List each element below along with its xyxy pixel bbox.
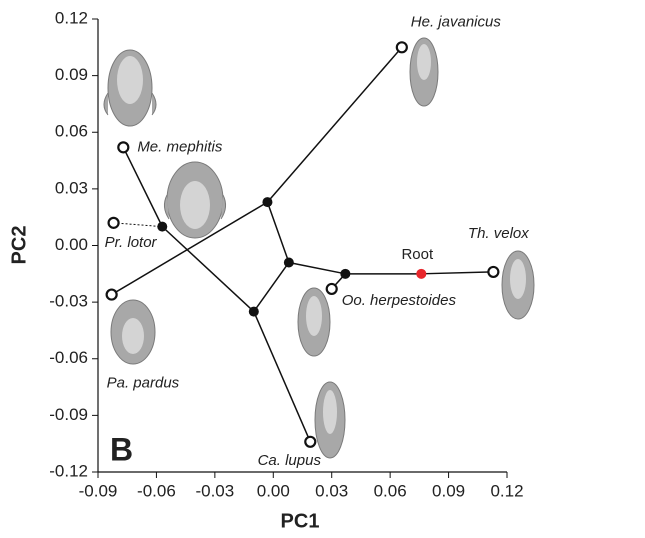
y-tick-label: -0.03 [49,292,88,311]
skull [103,49,157,127]
branch [288,261,346,275]
node-point [283,257,294,268]
point-label: Me. mephitis [137,138,223,155]
branch [253,262,290,312]
skull [110,299,156,365]
tip-point [487,265,500,279]
node-point [262,197,273,208]
x-tick-label: -0.09 [79,481,118,500]
point-label: Th. velox [468,225,529,242]
y-tick-label: -0.06 [49,348,88,367]
skull [314,381,346,459]
tip-point [395,41,408,54]
node-point [157,221,168,232]
y-tick-label: 0.06 [55,122,88,141]
point-label: He. javanicus [411,13,502,30]
tip-point [105,288,118,301]
tip-point [107,216,120,229]
y-tick-label: -0.09 [49,405,88,424]
point-label: Root [401,246,434,263]
tip-point [304,435,317,448]
branch [266,201,290,263]
point-label: Pa. pardus [107,375,180,392]
x-tick-label: 0.06 [374,481,407,500]
point-label: Pr. lotor [105,234,158,251]
x-axis-label: PC1 [281,510,320,532]
y-axis-label: PC2 [8,226,30,265]
y-tick-label: 0.12 [55,8,88,27]
x-tick-label: 0.00 [257,481,290,500]
point-label: Ca. lupus [258,452,322,469]
x-tick-label: -0.03 [195,481,234,500]
node-point [248,306,259,317]
x-tick-label: 0.12 [490,481,523,500]
branch [113,222,163,228]
branch [253,311,311,443]
node-point [340,268,351,279]
skull [297,287,331,357]
y-tick-label: 0.03 [55,178,88,197]
tip-point [117,141,130,154]
y-tick-label: 0.09 [55,65,88,84]
branch [111,201,268,296]
branch [421,271,494,275]
skull [409,37,439,107]
point-label: Oo. herpestoides [342,292,457,309]
x-tick-label: -0.06 [137,481,176,500]
panel-label: B [110,431,133,467]
branch [266,46,403,203]
skull [163,161,227,239]
tip-point [325,282,338,296]
y-tick-label: 0.00 [55,235,88,254]
x-tick-label: 0.03 [315,481,348,500]
node-point [416,268,427,279]
y-tick-label: -0.12 [49,461,88,480]
x-tick-label: 0.09 [432,481,465,500]
skull [501,250,535,320]
skull-images [103,37,535,459]
branch [161,226,255,313]
branch [122,147,163,227]
